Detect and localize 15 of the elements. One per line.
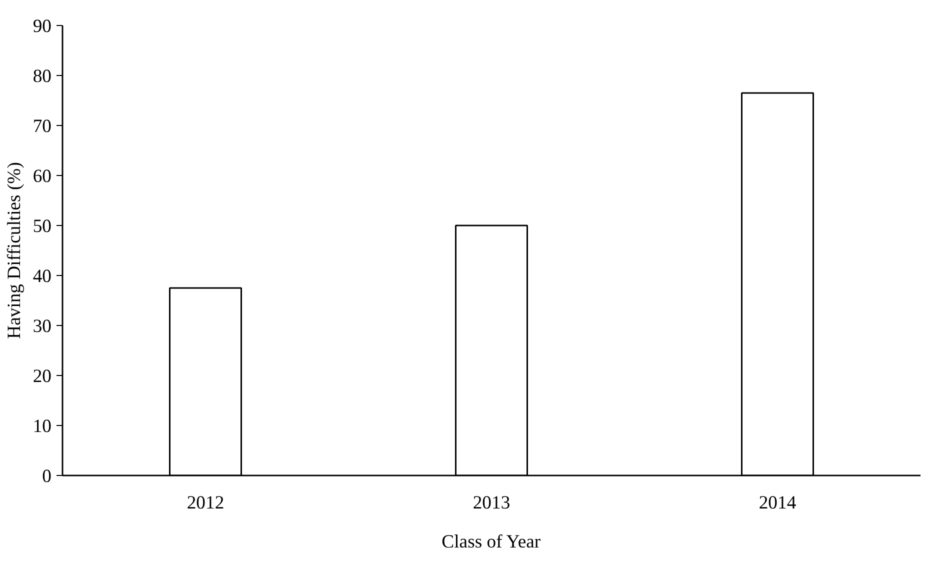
x-tick-label: 2014 <box>758 492 797 514</box>
y-tick-label: 0 <box>42 466 52 487</box>
y-tick-label: 90 <box>32 16 52 37</box>
y-tick-label: 30 <box>32 316 52 337</box>
y-tick-label: 70 <box>32 116 52 137</box>
y-tick-label: 10 <box>32 416 52 437</box>
x-tick-label: 2012 <box>186 492 224 514</box>
y-tick-label: 40 <box>32 266 52 287</box>
y-tick-label: 50 <box>32 216 52 237</box>
y-tick-label: 80 <box>32 66 52 87</box>
y-tick-label: 20 <box>32 366 52 387</box>
y-tick-label: 60 <box>32 166 52 187</box>
x-tick-label: 2013 <box>472 492 510 514</box>
x-axis-title: Class of Year <box>442 532 542 552</box>
y-axis-title: Having Difficulties (%) <box>4 162 25 339</box>
